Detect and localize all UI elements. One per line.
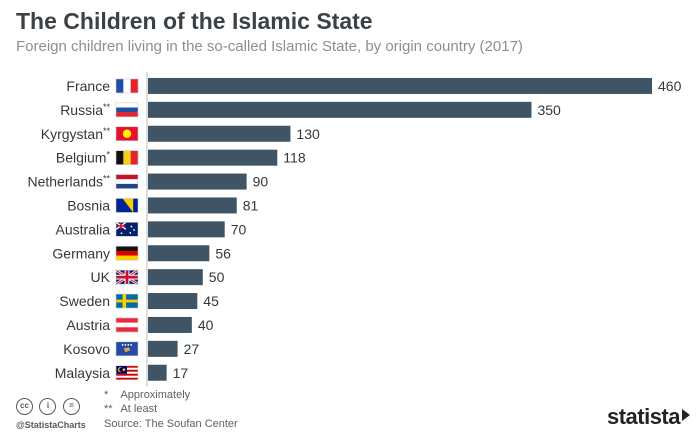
no-derivatives-icon[interactable]: = — [62, 398, 80, 415]
flag-belgium-icon — [115, 150, 139, 165]
page-title: The Children of the Islamic State — [16, 8, 373, 34]
category-label: Sweden — [59, 293, 110, 309]
flag-germany-icon — [115, 245, 139, 261]
data-label: 90 — [253, 174, 269, 190]
category-label: UK — [91, 269, 111, 285]
category-label: Malaysia — [55, 365, 110, 381]
footnotes: * Approximately ** At least — [104, 388, 190, 416]
bar — [148, 316, 192, 333]
category-label: Germany — [52, 245, 110, 261]
bar — [148, 245, 210, 262]
footnote-text: Approximately — [120, 389, 191, 401]
flag-austria-icon — [115, 317, 139, 333]
category-label: France — [66, 78, 110, 94]
flag-sweden-icon — [115, 293, 139, 309]
license-icons[interactable]: cc i = — [16, 398, 82, 416]
flag-kosovo-icon — [115, 341, 139, 357]
bar — [148, 77, 652, 94]
data-label: 56 — [215, 245, 231, 261]
data-label: 350 — [537, 102, 561, 118]
data-label: 17 — [173, 365, 189, 381]
flag-uk-icon — [115, 269, 139, 286]
data-label: 118 — [283, 150, 306, 166]
page-subtitle: Foreign children living in the so-called… — [16, 38, 523, 55]
category-label: Kyrgystan** — [41, 126, 111, 142]
flag-australia-icon — [115, 221, 139, 237]
category-label: Austria — [66, 317, 110, 333]
attribution-icon[interactable]: i — [39, 398, 57, 415]
footnote-approximately: * Approximately — [104, 388, 190, 402]
flag-kyrgyzstan-icon — [115, 126, 139, 142]
cc-icon[interactable]: cc — [16, 398, 33, 415]
bar — [148, 173, 247, 190]
bar — [148, 221, 225, 238]
data-label: 460 — [658, 78, 682, 94]
bar — [148, 293, 198, 310]
bar — [148, 340, 178, 357]
category-label: Kosovo — [63, 341, 110, 357]
bar — [148, 197, 237, 214]
flag-bosnia-icon — [115, 198, 139, 213]
statista-charts-handle[interactable]: @StatistaCharts — [16, 420, 86, 430]
statista-logo[interactable]: statista — [606, 404, 681, 429]
category-label: Belgium* — [56, 150, 111, 166]
bar-chart: France 460 Russia** 350 Kyrgystan** 130 Belgiu… — [27, 72, 682, 387]
footnote-text: At least — [120, 403, 158, 415]
data-label: 81 — [243, 197, 259, 213]
bar — [148, 125, 291, 142]
statista-logo-icon — [682, 409, 690, 421]
flag-france-icon — [115, 78, 139, 94]
source-text: Source: The Soufan Center — [104, 418, 238, 430]
footnote-mark: * — [104, 389, 109, 401]
category-label: Netherlands** — [27, 174, 110, 190]
flag-netherlands-icon — [115, 174, 139, 189]
data-label: 27 — [184, 341, 200, 357]
flag-russia-icon — [115, 102, 139, 118]
bar — [148, 149, 278, 166]
data-label: 70 — [231, 221, 247, 237]
data-label: 130 — [296, 126, 320, 142]
footnote-mark: ** — [104, 403, 113, 415]
bar — [148, 101, 532, 118]
category-label: Australia — [56, 221, 111, 237]
flag-malaysia-icon — [115, 365, 139, 381]
data-label: 45 — [203, 293, 219, 309]
bar — [148, 364, 167, 381]
category-label: Bosnia — [67, 197, 110, 213]
data-label: 50 — [209, 269, 225, 285]
footnote-at-least: ** At least — [104, 402, 190, 416]
category-label: Russia** — [60, 102, 110, 118]
bar — [148, 269, 203, 286]
data-label: 40 — [198, 317, 214, 333]
